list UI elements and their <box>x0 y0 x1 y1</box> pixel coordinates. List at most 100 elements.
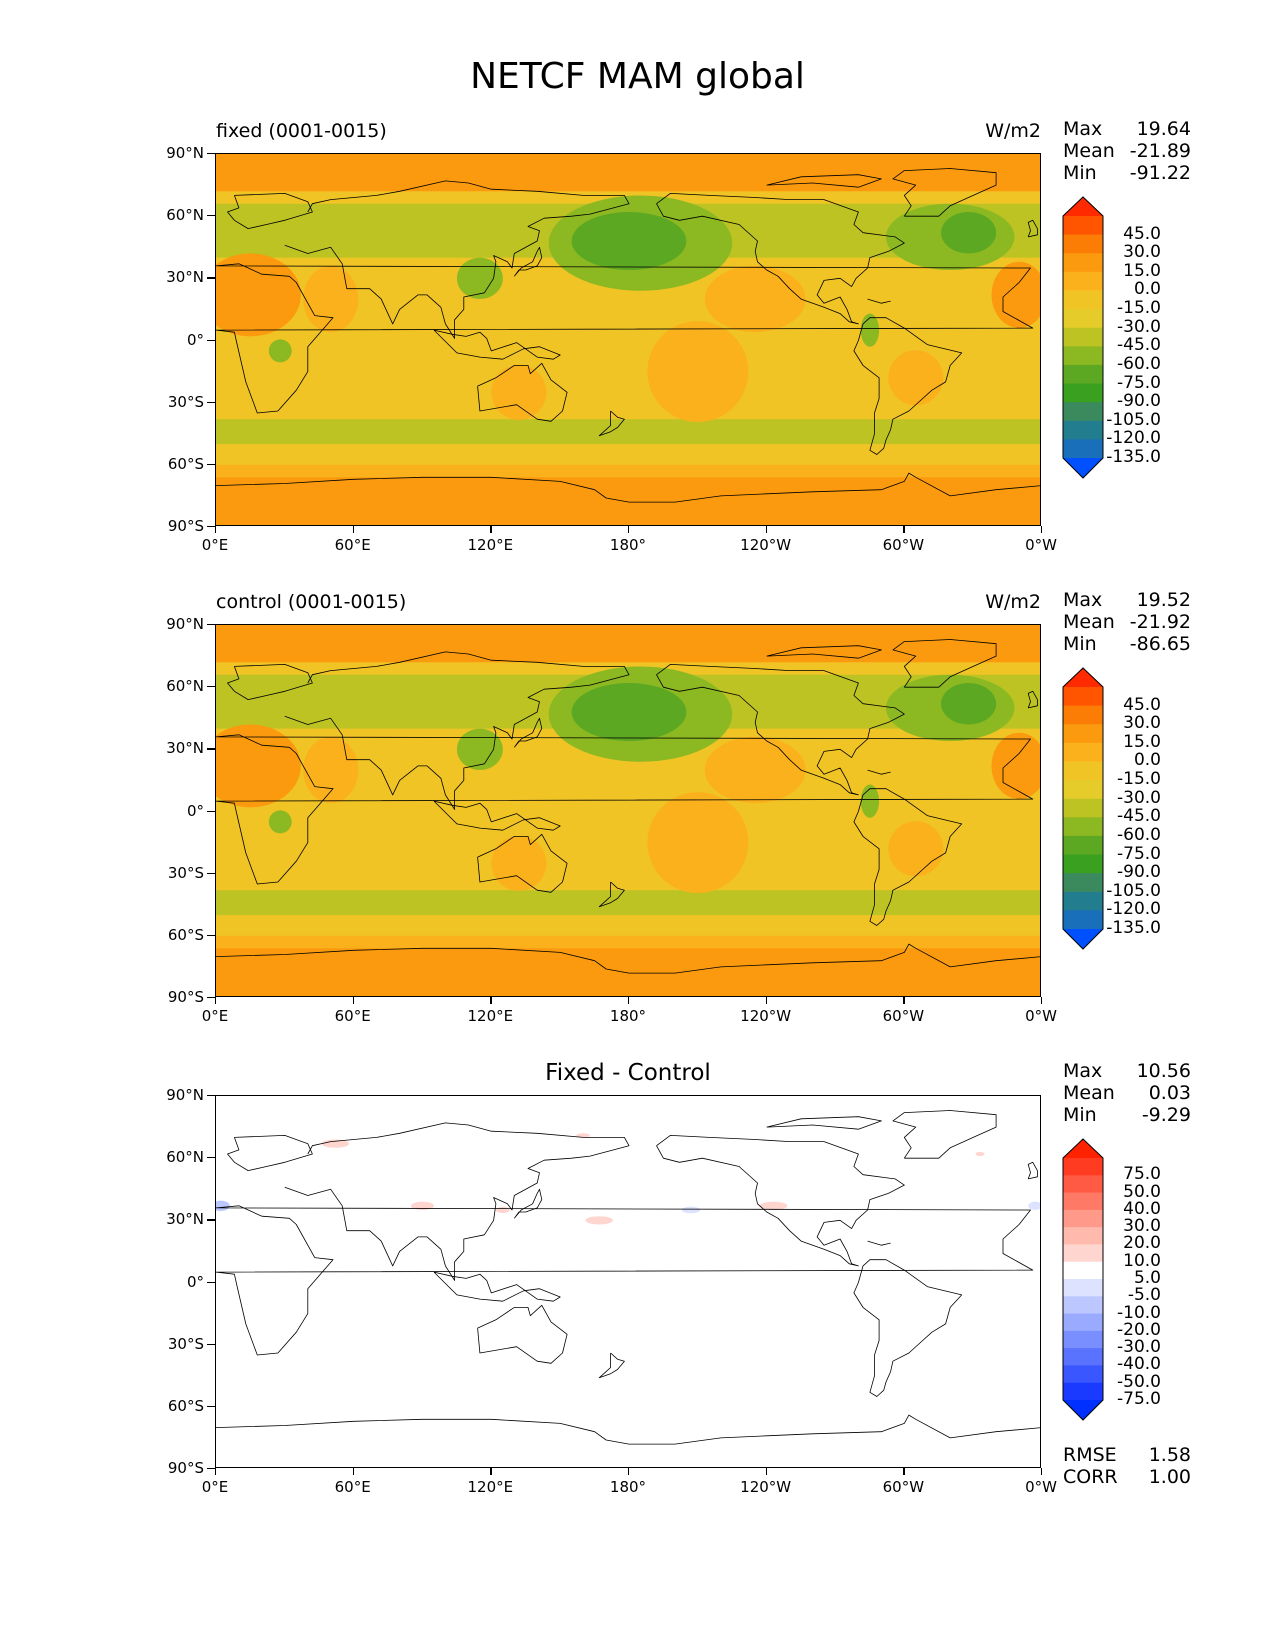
colorbar-segment <box>1063 817 1103 837</box>
colorbar-tick-label: -50.0 <box>1117 1371 1161 1392</box>
colorbar-segment <box>1063 1192 1103 1211</box>
field-anomaly <box>495 1206 510 1214</box>
lat-tick-label: 0° <box>186 801 204 820</box>
map-fixed <box>215 153 1041 526</box>
colorbar-tick-label: -10.0 <box>1117 1302 1161 1323</box>
colorbar-tick-label: -45.0 <box>1117 335 1161 356</box>
colorbar-tick-label: 20.0 <box>1123 1233 1161 1254</box>
field-anomaly <box>975 1151 985 1157</box>
field-base <box>216 1096 1040 1467</box>
lon-tick-mark <box>490 997 492 1004</box>
lat-tick-label: 90°N <box>166 1086 204 1104</box>
field-anomaly <box>759 1201 788 1210</box>
lat-tick-label: 60°N <box>166 206 204 225</box>
lon-tick-mark <box>352 997 354 1004</box>
extra-stats-box: RMSE 1.58 CORR 1.00 <box>1063 1444 1191 1488</box>
colorbar-tick-label: -5.0 <box>1127 1285 1161 1306</box>
map-field <box>216 1096 1040 1467</box>
lat-tick-label: 30°S <box>167 863 204 882</box>
coastline-indonesia <box>433 800 561 831</box>
lat-tick-mark <box>207 1405 215 1408</box>
stat-row: Max 19.52 <box>1063 589 1191 611</box>
lat-tick-label: 90°S <box>167 517 204 535</box>
lat-tick-label: 60°N <box>166 677 204 696</box>
lat-tick-mark <box>207 748 215 750</box>
stat-row: Max 10.56 <box>1063 1060 1191 1082</box>
field-eastasia <box>456 257 503 300</box>
colorbar-tick-label: -60.0 <box>1117 353 1161 374</box>
stat-value: 10.56 <box>1136 1060 1191 1082</box>
coastline-greenland <box>892 168 997 217</box>
colorbar-segment <box>1063 309 1103 329</box>
colorbar-tick-label: -120.0 <box>1106 428 1161 449</box>
lon-tick-mark <box>765 997 767 1004</box>
coastline-antarctica <box>216 1414 1040 1445</box>
coastline-antarctica <box>216 943 1040 974</box>
lat-tick-label: 30°N <box>166 1210 204 1229</box>
stat-name: Min <box>1063 633 1097 655</box>
colorbar-tick-label: -75.0 <box>1117 1389 1161 1409</box>
field-spac <box>647 321 749 423</box>
map-field <box>216 625 1040 996</box>
lat-tick-label: 30°S <box>167 392 204 411</box>
colorbar-segment <box>1063 724 1103 744</box>
lat-tick-label: 30°N <box>166 268 204 287</box>
colorbar-segment <box>1063 346 1103 366</box>
stat-value: 1.00 <box>1148 1466 1191 1488</box>
stat-name: Max <box>1063 1060 1103 1082</box>
lon-tick-label: 0°E <box>201 1007 229 1025</box>
lon-tick-label: 180° <box>609 536 647 554</box>
colorbar-segment <box>1063 1330 1103 1349</box>
coastline-australia <box>477 362 568 422</box>
colorbar-segment <box>1063 439 1103 459</box>
lat-tick-label: 30°S <box>167 1334 204 1353</box>
lon-tick-label: 0°W <box>1025 536 1057 554</box>
coastline-asia <box>284 651 630 810</box>
colorbar-tick-label: -90.0 <box>1117 862 1161 883</box>
colorbar-tick-label: -135.0 <box>1106 447 1161 467</box>
lon-tick-mark <box>903 1468 905 1475</box>
stat-value: -21.89 <box>1129 140 1191 162</box>
lat-tick-mark <box>207 526 215 528</box>
field-eastasia <box>456 728 503 771</box>
stat-name: Mean <box>1063 1082 1115 1104</box>
lon-tick-label: 120°E <box>467 536 514 554</box>
coastline-europe-africa <box>227 193 313 229</box>
colorbar-segment <box>1063 1365 1103 1384</box>
lat-tick-label: 60°S <box>167 454 204 473</box>
coastline-asia <box>284 180 630 339</box>
field-anomaly <box>321 1139 350 1148</box>
lat-tick-mark <box>207 1468 215 1470</box>
lat-tick-mark <box>207 1157 215 1159</box>
lat-tick-label: 30°N <box>166 739 204 758</box>
colorbar-tick-label: 0.0 <box>1133 279 1161 300</box>
panel-difference: Fixed - Control Max 10.56 Mean 0.03 Min -9.29… <box>0 1060 1275 1530</box>
colorbar-segment <box>1063 891 1103 911</box>
lon-tick-label: 180° <box>609 1478 647 1496</box>
lat-tick-mark <box>207 624 215 626</box>
coastline-europe-africa <box>227 664 313 700</box>
coastline-africa <box>216 263 1034 414</box>
colorbar-segment <box>1063 705 1103 725</box>
colorbar-segment <box>1063 873 1103 893</box>
field-southern-belt <box>216 890 1040 916</box>
lat-tick-mark <box>207 339 215 341</box>
coastline-south-america <box>853 788 963 926</box>
colorbar-segment <box>1063 216 1103 236</box>
lon-tick-mark <box>903 526 905 533</box>
colorbar-segment <box>1063 290 1103 310</box>
colorbar-tick-label: -20.0 <box>1117 1319 1161 1340</box>
stat-row: CORR 1.00 <box>1063 1466 1191 1488</box>
lon-tick-mark <box>352 1468 354 1475</box>
colorbar-tick-label: 30.0 <box>1123 242 1161 263</box>
lon-tick-label: 120°W <box>740 1478 792 1496</box>
lon-tick-label: 120°W <box>740 536 792 554</box>
field-spac <box>647 792 749 894</box>
lat-tick-label: 60°N <box>166 1148 204 1167</box>
colorbar-extend-top <box>1063 1139 1103 1158</box>
coastline-north-america <box>656 193 905 325</box>
lat-tick-label: 60°S <box>167 925 204 944</box>
colorbar-tick-label: -30.0 <box>1117 1337 1161 1358</box>
stat-value: -91.22 <box>1129 162 1191 184</box>
colorbar-segment <box>1063 1296 1103 1315</box>
